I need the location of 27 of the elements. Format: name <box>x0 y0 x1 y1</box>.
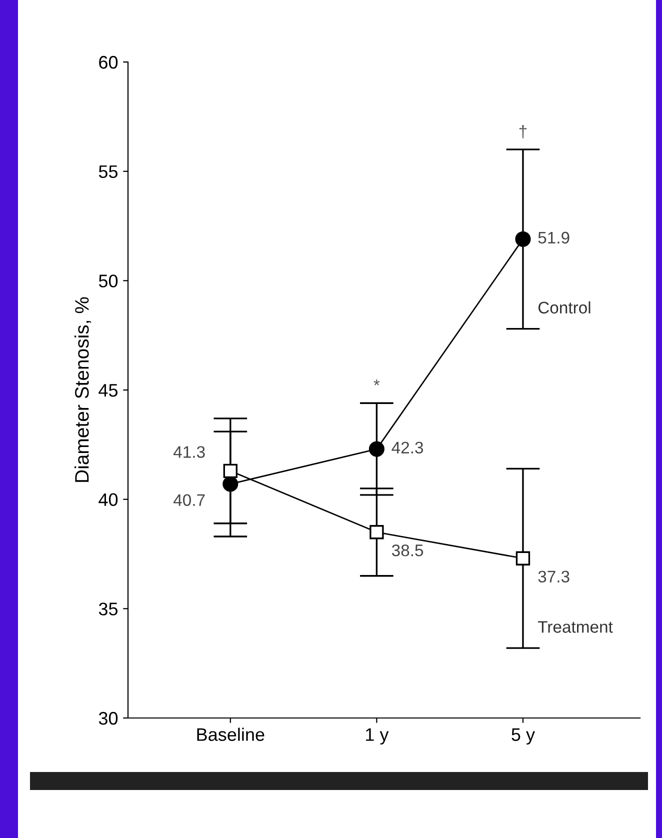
y-tick-label: 35 <box>98 602 118 616</box>
y-tick-label: 45 <box>98 384 118 397</box>
point <box>516 551 530 566</box>
data-label: 42.3 <box>392 442 424 454</box>
y-tick-label: 50 <box>98 274 118 288</box>
data-label: 41.3 <box>173 446 205 458</box>
point <box>370 525 384 540</box>
data-label: 40.7 <box>173 494 205 506</box>
x-tick-label: 5 y <box>512 728 535 745</box>
point <box>223 464 238 478</box>
y-tick-label: 30 <box>98 712 118 725</box>
annotation: † <box>519 125 526 138</box>
text: Treatment <box>538 621 613 633</box>
text: Control <box>538 301 590 314</box>
x-tick-label: Baseline <box>197 728 264 741</box>
y-tick-label: 55 <box>98 165 118 178</box>
data-label: 38.5 <box>392 544 424 556</box>
x-tick-label: 1 y <box>366 728 389 745</box>
data-label: 51.9 <box>538 232 570 244</box>
point <box>368 441 384 457</box>
point <box>515 231 531 247</box>
y-tick-label: 60 <box>99 56 118 69</box>
data-label: 37.3 <box>538 570 570 583</box>
y-axis-title: Diameter Stenosis, % <box>74 297 92 482</box>
annotation: * <box>374 379 380 386</box>
y-tick-label: 40 <box>98 493 118 506</box>
point <box>222 476 238 492</box>
